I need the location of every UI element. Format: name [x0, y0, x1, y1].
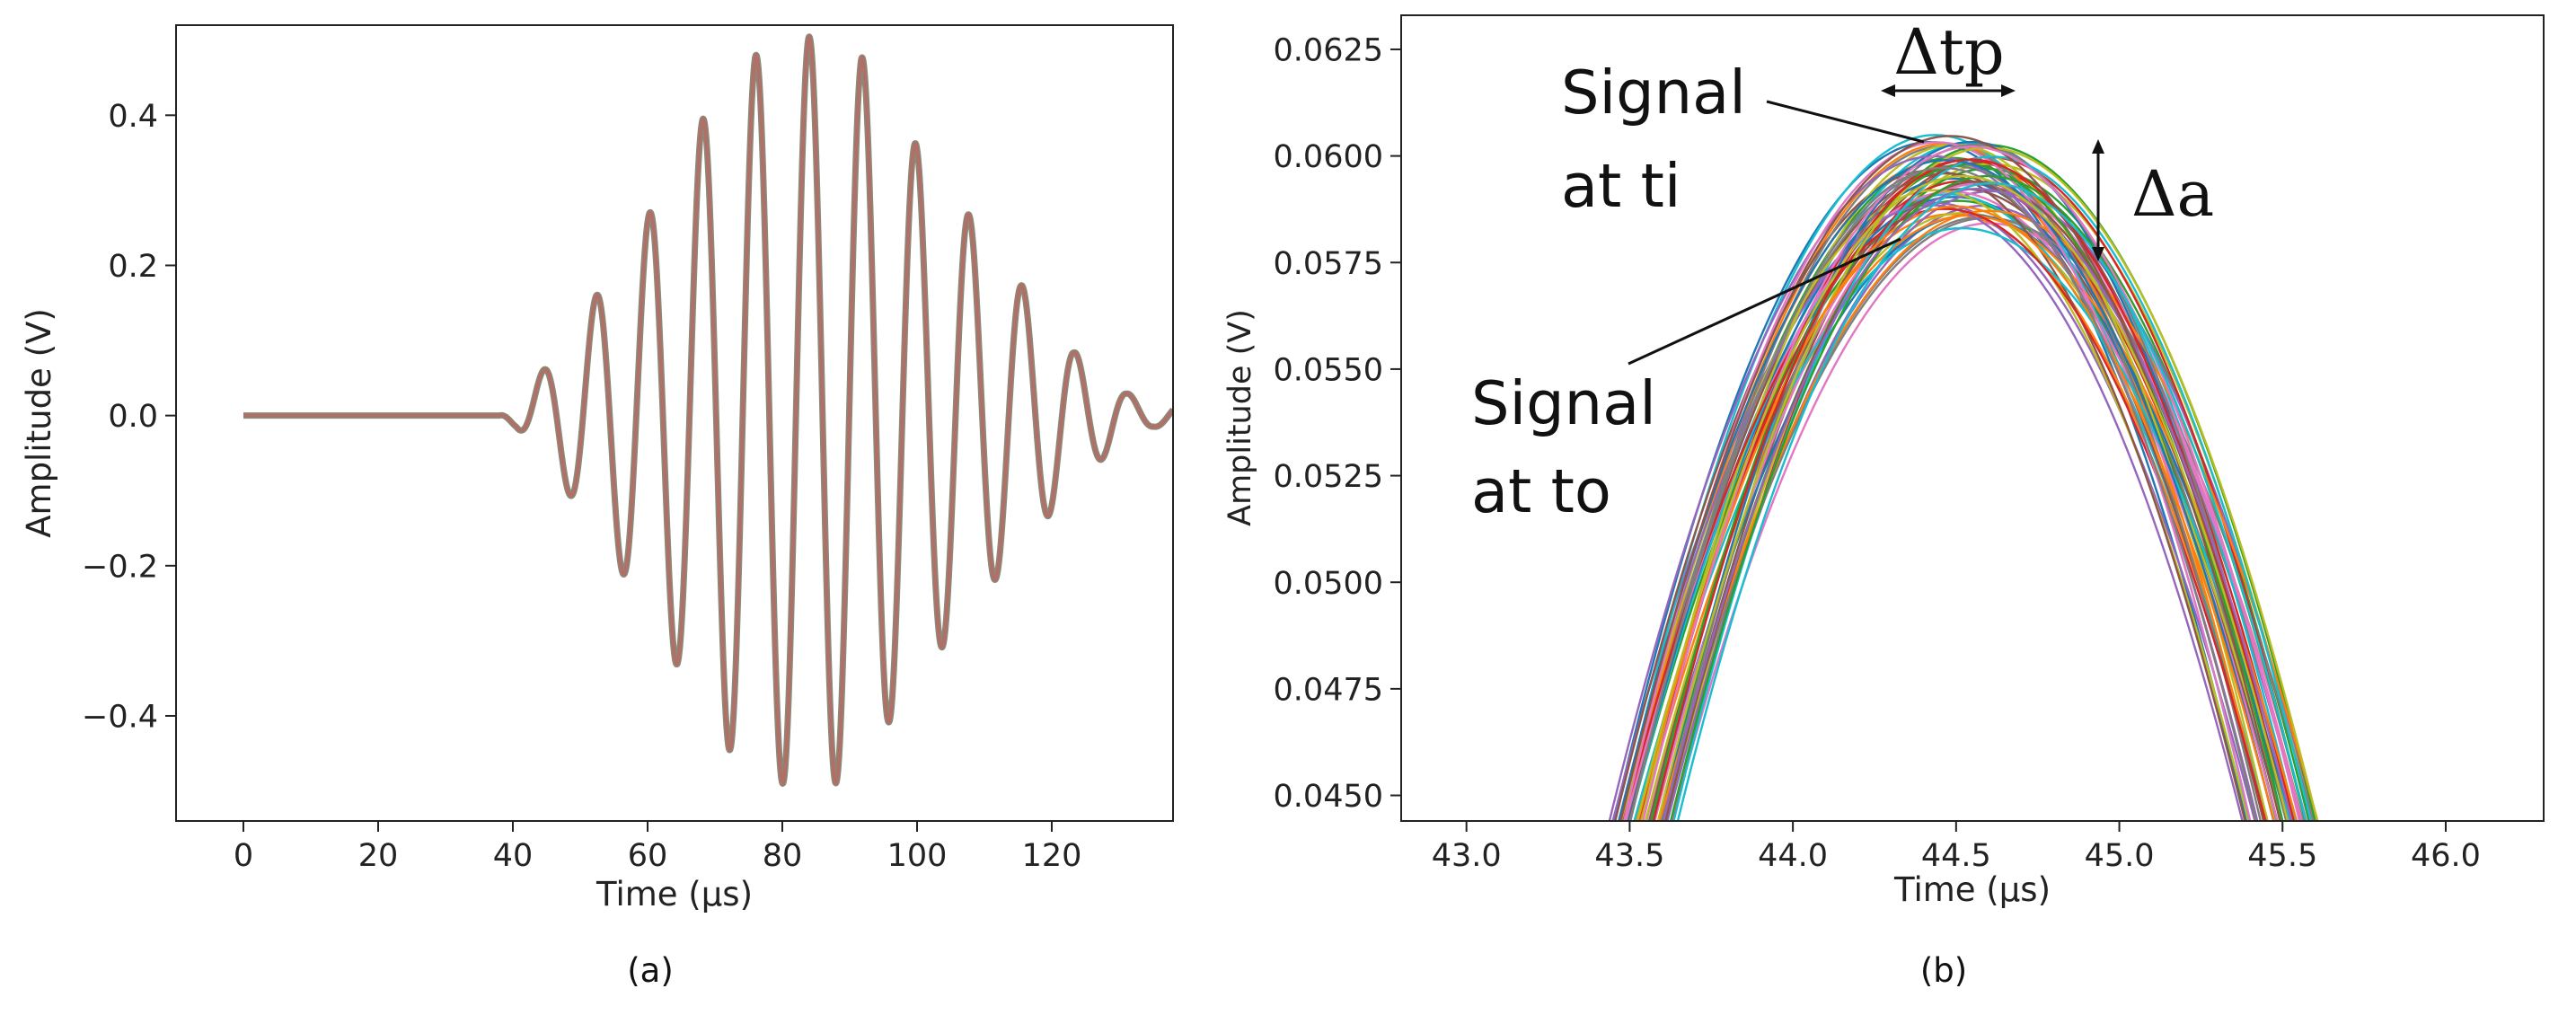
y-ticks-b: 0.0450 0.0475 0.0500 0.0525 0.0550 0.0575 0.06… — [1274, 33, 1401, 815]
annotation-delta-tp: Δtp — [1893, 15, 2005, 89]
signal-line-b — [1619, 135, 2281, 820]
y-ticks-a: −0.4 −0.2 0.0 0.2 0.4 — [82, 99, 176, 736]
y-tick-label-1: 0.0575 — [1274, 246, 1383, 282]
annotations-b: Signal at ti Signal at to Δtp Δa — [1471, 15, 2214, 526]
x-tick-label-0: 60 — [628, 838, 668, 874]
y-tick-label-0: 0.2 — [108, 249, 158, 285]
x-tick-1: 45.0 — [2085, 821, 2155, 874]
signal-line-b — [1642, 146, 2301, 820]
y-tick-1: 0.0625 — [1274, 33, 1401, 69]
y-tick-1: 0.0575 — [1274, 246, 1401, 282]
y-tick-label-1: 0.0625 — [1274, 33, 1383, 69]
y-tick-1: 0.0600 — [1274, 139, 1401, 175]
y-axis-label-b: Amplitude (V) — [1222, 309, 1258, 526]
signal-line-b — [1633, 226, 2291, 820]
y-tick-0: 0.2 — [108, 249, 176, 285]
x-tick-0: 20 — [358, 821, 399, 874]
y-tick-label-1: 0.0550 — [1274, 353, 1383, 389]
annotation-signal-ti-line1: Signal — [1561, 57, 1746, 128]
annotation-signal-ti-line2: at ti — [1561, 151, 1681, 221]
y-tick-label-0: 0.4 — [108, 99, 158, 135]
y-tick-0: 0.4 — [108, 99, 176, 135]
y-tick-label-1: 0.0600 — [1274, 139, 1383, 175]
y-tick-0: −0.2 — [82, 549, 176, 585]
x-ticks-b: 43.0 43.5 44.0 44.5 45.0 45.5 46.0 — [1432, 821, 2481, 874]
x-tick-1: 44.0 — [1758, 821, 1828, 874]
x-tick-0: 100 — [887, 821, 948, 874]
x-tick-label-0: 0 — [234, 838, 253, 874]
signal-line-a — [242, 34, 1172, 786]
x-ticks-a: 0 20 40 60 80 100 120 — [234, 821, 1082, 874]
x-tick-label-0: 80 — [763, 838, 803, 874]
x-tick-1: 43.5 — [1594, 821, 1664, 874]
panel-label-b: (b) — [1920, 951, 1967, 990]
chart-panel-a: 0 20 40 60 80 100 120 −0.4 −0.2 0.0 0.2 0.4 Time (… — [20, 24, 1174, 990]
x-tick-1: 46.0 — [2411, 821, 2481, 874]
y-tick-label-1: 0.0475 — [1274, 672, 1383, 708]
x-tick-label-1: 45.5 — [2247, 838, 2317, 874]
x-tick-1: 43.0 — [1432, 821, 1502, 874]
x-tick-0: 40 — [493, 821, 534, 874]
x-tick-label-0: 40 — [493, 838, 534, 874]
x-tick-1: 44.5 — [1921, 821, 1991, 874]
chart-panel-b: 43.0 43.5 44.0 44.5 45.0 45.5 46.0 0.0450 0.047… — [1222, 14, 2545, 990]
x-tick-label-0: 100 — [887, 838, 948, 874]
x-axis-label-b: Time (µs) — [1893, 870, 2051, 909]
plot-frame-a — [175, 24, 1174, 822]
x-tick-label-1: 43.0 — [1432, 838, 1502, 874]
y-tick-0: −0.4 — [82, 700, 176, 736]
signal-line-b — [1676, 181, 2307, 820]
arrow-signal-to — [1628, 237, 1901, 366]
signal-lines-b — [1608, 134, 2319, 820]
y-tick-1: 0.0550 — [1274, 353, 1401, 389]
y-tick-1: 0.0450 — [1274, 779, 1401, 815]
plot-frame-b — [1400, 14, 2545, 822]
x-tick-0: 0 — [234, 821, 253, 874]
x-tick-0: 80 — [763, 821, 803, 874]
annotation-delta-a: Δa — [2131, 157, 2214, 231]
x-tick-label-1: 44.0 — [1758, 838, 1828, 874]
delta-a-arrow — [2092, 139, 2104, 261]
y-tick-0: 0.0 — [108, 399, 176, 435]
annotation-signal-to-line1: Signal — [1471, 368, 1656, 438]
delta-tp-arrow — [1881, 84, 2016, 97]
x-tick-label-1: 46.0 — [2411, 838, 2481, 874]
x-tick-label-1: 45.0 — [2085, 838, 2155, 874]
signal-line-b — [1628, 166, 2257, 820]
y-axis-label-a: Amplitude (V) — [20, 308, 58, 538]
y-tick-1: 0.0500 — [1274, 566, 1401, 602]
y-tick-label-1: 0.0525 — [1274, 459, 1383, 495]
panel-label-a: (a) — [627, 951, 674, 990]
x-tick-1: 45.5 — [2247, 821, 2317, 874]
y-tick-1: 0.0475 — [1274, 672, 1401, 708]
x-tick-label-0: 20 — [358, 838, 399, 874]
y-tick-label-0: −0.2 — [82, 549, 158, 585]
arrow-signal-ti — [1766, 100, 1925, 144]
x-axis-label-a: Time (µs) — [595, 875, 753, 914]
y-tick-label-0: −0.4 — [82, 700, 158, 736]
y-tick-label-0: 0.0 — [108, 399, 158, 435]
x-tick-0: 60 — [628, 821, 668, 874]
signal-line-b — [1662, 187, 2293, 820]
y-tick-label-1: 0.0450 — [1274, 779, 1383, 815]
x-tick-label-1: 43.5 — [1594, 838, 1664, 874]
y-tick-1: 0.0525 — [1274, 459, 1401, 495]
signal-line-b — [1636, 174, 2289, 820]
x-tick-0: 120 — [1022, 821, 1082, 874]
y-tick-label-1: 0.0500 — [1274, 566, 1383, 602]
annotation-signal-to-line2: at to — [1471, 456, 1611, 526]
x-tick-label-1: 44.5 — [1921, 838, 1991, 874]
x-tick-label-0: 120 — [1022, 838, 1082, 874]
